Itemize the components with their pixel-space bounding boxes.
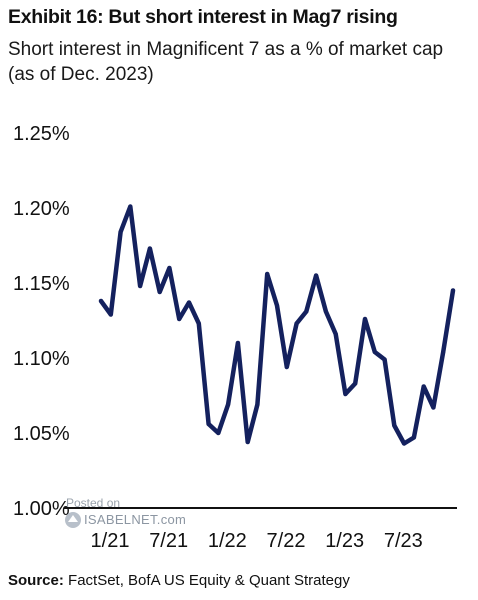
- data-point: [363, 317, 367, 321]
- data-point: [255, 402, 260, 407]
- data-point: [235, 341, 240, 345]
- chart-subtitle: Short interest in Magnificent 7 as a % o…: [8, 39, 444, 85]
- data-point: [343, 392, 348, 396]
- data-point: [431, 405, 436, 410]
- x-tick-label: 7/23: [384, 530, 423, 552]
- data-point: [353, 381, 358, 386]
- isabelnet-logo-icon: [65, 512, 81, 528]
- data-point: [402, 441, 407, 446]
- data-point: [245, 440, 250, 444]
- data-point: [187, 300, 191, 305]
- source-text: FactSet, BofA US Equity & Quant Strategy: [63, 572, 350, 589]
- x-tick-label: 1/21: [91, 530, 130, 552]
- data-point: [265, 272, 270, 276]
- data-point: [451, 288, 455, 293]
- data-point: [372, 350, 377, 354]
- x-tick-label: 1/23: [325, 530, 364, 552]
- data-point: [323, 309, 328, 314]
- y-tick-label: 1.15%: [13, 273, 70, 295]
- data-point: [206, 422, 211, 426]
- y-tick-label: 1.00%: [13, 498, 70, 520]
- y-tick-label: 1.10%: [13, 348, 70, 370]
- source-label: Source:: [8, 572, 64, 589]
- data-point: [392, 423, 397, 428]
- data-point: [275, 303, 279, 308]
- chart-title: Exhibit 16: But short interest in Mag7 r…: [8, 6, 398, 28]
- data-point: [284, 365, 289, 369]
- data-point: [411, 435, 416, 440]
- data-point: [314, 273, 319, 278]
- y-tick-label: 1.20%: [13, 198, 70, 220]
- y-tick-label: 1.25%: [13, 123, 70, 145]
- source-note: Source: FactSet, BofA US Equity & Quant …: [8, 572, 350, 589]
- watermark-site: ISABELNET.com: [84, 512, 187, 527]
- x-tick-label: 1/22: [208, 530, 247, 552]
- data-point: [294, 321, 299, 326]
- data-point: [304, 309, 309, 314]
- data-point: [138, 284, 143, 288]
- y-tick-label: 1.05%: [13, 423, 70, 445]
- data-point: [118, 230, 123, 234]
- data-point: [99, 299, 103, 303]
- data-point: [108, 312, 113, 317]
- data-point: [128, 204, 133, 209]
- watermark-posted: Posted on: [66, 496, 121, 510]
- data-point: [196, 321, 201, 326]
- data-point: [441, 350, 446, 354]
- data-point: [147, 246, 152, 251]
- series-line: [98, 204, 456, 446]
- data-point: [167, 266, 172, 270]
- data-point: [216, 431, 221, 435]
- x-tick-label: 7/22: [267, 530, 306, 552]
- data-point: [157, 290, 162, 294]
- data-point: [382, 357, 387, 362]
- x-tick-label: 7/21: [149, 530, 188, 552]
- data-point: [177, 317, 182, 321]
- data-point: [226, 402, 231, 407]
- data-point: [333, 332, 338, 336]
- data-point: [421, 384, 426, 389]
